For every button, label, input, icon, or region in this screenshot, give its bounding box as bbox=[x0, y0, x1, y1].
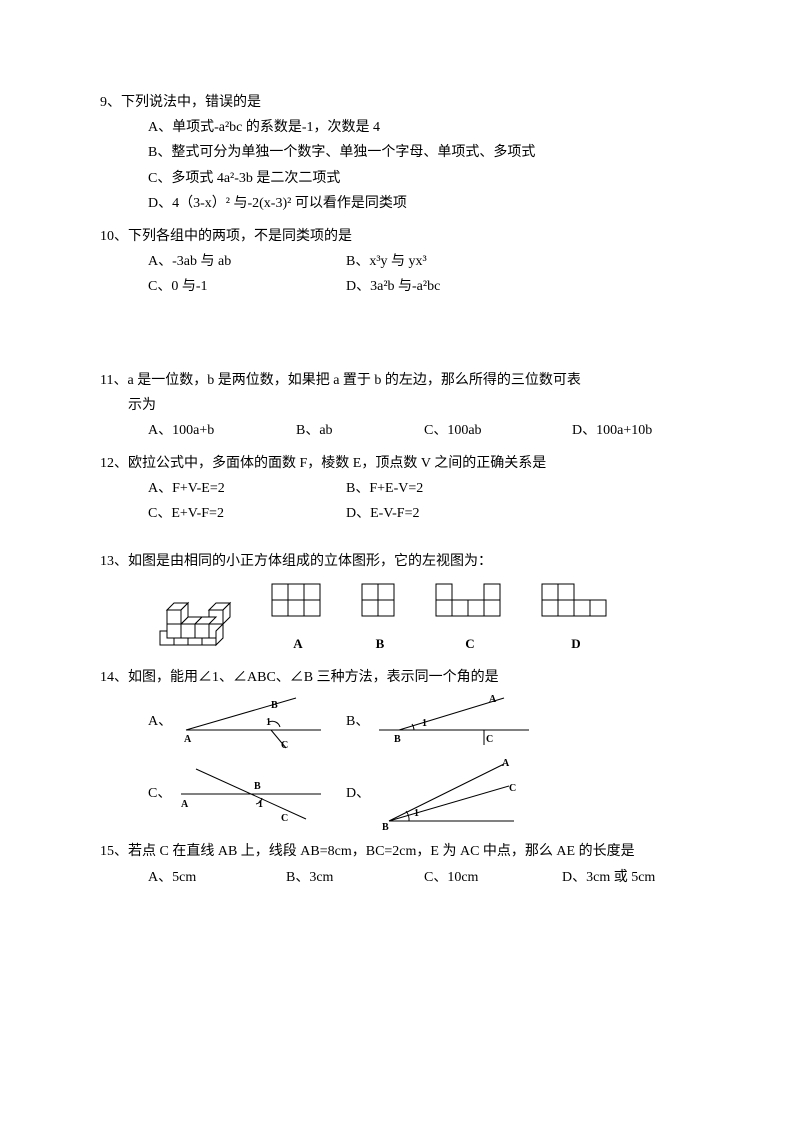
q14-head: 14、如图，能用∠1、∠ABC、∠B 三种方法，表示同一个角的是 bbox=[100, 665, 700, 690]
q9-opt-c: C、多项式 4a²-3b 是二次二项式 bbox=[100, 166, 700, 191]
q13-head: 13、如图是由相同的小正方体组成的立体图形，它的左视图为： bbox=[100, 549, 700, 574]
q13-solid bbox=[148, 591, 238, 655]
svg-text:1: 1 bbox=[414, 808, 419, 819]
q13-figures: A B bbox=[100, 580, 700, 655]
q10-opt-d: D、3a²b 与-a²bc bbox=[346, 274, 440, 299]
q14-option-b: B、 A B 1 C bbox=[346, 690, 534, 752]
q10-opt-c: C、0 与-1 bbox=[148, 274, 308, 299]
question-10: 10、下列各组中的两项，不是同类项的是 A、-3ab 与 ab B、x³y 与 … bbox=[100, 224, 700, 300]
angle-d-icon: A B 1 C bbox=[374, 756, 524, 831]
question-11: 11、a 是一位数，b 是两位数，如果把 a 置于 b 的左边，那么所得的三位数… bbox=[100, 368, 700, 444]
q14-figures: A、 A B 1 C bbox=[100, 690, 700, 831]
q13-option-a: A bbox=[268, 580, 328, 655]
q12-opt-d: D、E-V-F=2 bbox=[346, 501, 420, 526]
q11-opt-a: A、100a+b bbox=[148, 418, 258, 443]
q15-opt-c: C、10cm bbox=[424, 865, 524, 890]
svg-text:B: B bbox=[394, 734, 401, 745]
q14-label-b: B、 bbox=[346, 709, 366, 734]
q9-opt-b: B、整式可分为单独一个数字、单独一个字母、单项式、多项式 bbox=[100, 140, 700, 165]
q12-opt-a: A、F+V-E=2 bbox=[148, 476, 308, 501]
question-15: 15、若点 C 在直线 AB 上，线段 AB=8cm，BC=2cm，E 为 AC… bbox=[100, 839, 700, 889]
q9-head: 9、下列说法中，错误的是 bbox=[100, 90, 700, 115]
svg-text:B: B bbox=[382, 822, 389, 831]
svg-text:A: A bbox=[502, 758, 510, 769]
q10-head: 10、下列各组中的两项，不是同类项的是 bbox=[100, 224, 700, 249]
q12-opt-c: C、E+V-F=2 bbox=[148, 501, 308, 526]
svg-text:C: C bbox=[509, 783, 516, 794]
svg-text:A: A bbox=[184, 734, 192, 745]
grid-b-icon bbox=[358, 580, 402, 628]
svg-text:1: 1 bbox=[422, 718, 427, 729]
q13-label-b: B bbox=[376, 632, 385, 655]
spacer bbox=[100, 308, 700, 368]
grid-a-icon bbox=[268, 580, 328, 628]
q10-opt-a: A、-3ab 与 ab bbox=[148, 249, 308, 274]
q14-label-a: A、 bbox=[148, 709, 168, 734]
q9-opt-d: D、4（3-x）² 与-2(x-3)² 可以看作是同类项 bbox=[100, 191, 700, 216]
svg-text:A: A bbox=[181, 799, 189, 810]
svg-text:B: B bbox=[271, 700, 278, 711]
q10-opt-b: B、x³y 与 yx³ bbox=[346, 249, 427, 274]
angle-c-icon: A B 1 C bbox=[176, 759, 326, 829]
q15-opt-d: D、3cm 或 5cm bbox=[562, 865, 655, 890]
q15-opt-a: A、5cm bbox=[148, 865, 248, 890]
q13-label-c: C bbox=[465, 632, 474, 655]
q13-option-b: B bbox=[358, 580, 402, 655]
q12-opt-b: B、F+E-V=2 bbox=[346, 476, 423, 501]
svg-text:B: B bbox=[254, 781, 261, 792]
spacer bbox=[100, 535, 700, 549]
q11-opt-d: D、100a+10b bbox=[572, 418, 652, 443]
q13-label-d: D bbox=[571, 632, 580, 655]
question-9: 9、下列说法中，错误的是 A、单项式-a²bc 的系数是-1，次数是 4 B、整… bbox=[100, 90, 700, 216]
q13-label-a: A bbox=[293, 632, 302, 655]
angle-a-icon: A B 1 C bbox=[176, 690, 326, 752]
q14-option-d: D、 A B 1 C bbox=[346, 756, 524, 831]
svg-text:C: C bbox=[281, 740, 288, 751]
question-12: 12、欧拉公式中，多面体的面数 F，棱数 E，顶点数 V 之间的正确关系是 A、… bbox=[100, 451, 700, 527]
q13-option-c: C bbox=[432, 580, 508, 655]
q11-head2: 示为 bbox=[100, 393, 700, 418]
question-14: 14、如图，能用∠1、∠ABC、∠B 三种方法，表示同一个角的是 A、 A B bbox=[100, 665, 700, 831]
q14-option-a: A、 A B 1 C bbox=[148, 690, 326, 752]
svg-text:A: A bbox=[489, 694, 497, 705]
q12-head: 12、欧拉公式中，多面体的面数 F，棱数 E，顶点数 V 之间的正确关系是 bbox=[100, 451, 700, 476]
svg-text:C: C bbox=[486, 734, 493, 745]
q14-label-d: D、 bbox=[346, 781, 366, 806]
q14-label-c: C、 bbox=[148, 781, 168, 806]
q13-option-d: D bbox=[538, 580, 614, 655]
grid-c-icon bbox=[432, 580, 508, 628]
q11-opt-b: B、ab bbox=[296, 418, 386, 443]
q15-head: 15、若点 C 在直线 AB 上，线段 AB=8cm，BC=2cm，E 为 AC… bbox=[100, 839, 700, 864]
q11-opt-c: C、100ab bbox=[424, 418, 534, 443]
grid-d-icon bbox=[538, 580, 614, 628]
q15-opt-b: B、3cm bbox=[286, 865, 386, 890]
q14-option-c: C、 A B 1 C bbox=[148, 759, 326, 829]
solid-icon bbox=[148, 591, 238, 655]
svg-text:1: 1 bbox=[266, 717, 271, 728]
q11-head: 11、a 是一位数，b 是两位数，如果把 a 置于 b 的左边，那么所得的三位数… bbox=[100, 368, 700, 393]
exam-page: 9、下列说法中，错误的是 A、单项式-a²bc 的系数是-1，次数是 4 B、整… bbox=[0, 0, 800, 958]
angle-b-icon: A B 1 C bbox=[374, 690, 534, 752]
svg-text:C: C bbox=[281, 813, 288, 824]
question-13: 13、如图是由相同的小正方体组成的立体图形，它的左视图为： bbox=[100, 549, 700, 656]
q9-opt-a: A、单项式-a²bc 的系数是-1，次数是 4 bbox=[100, 115, 700, 140]
